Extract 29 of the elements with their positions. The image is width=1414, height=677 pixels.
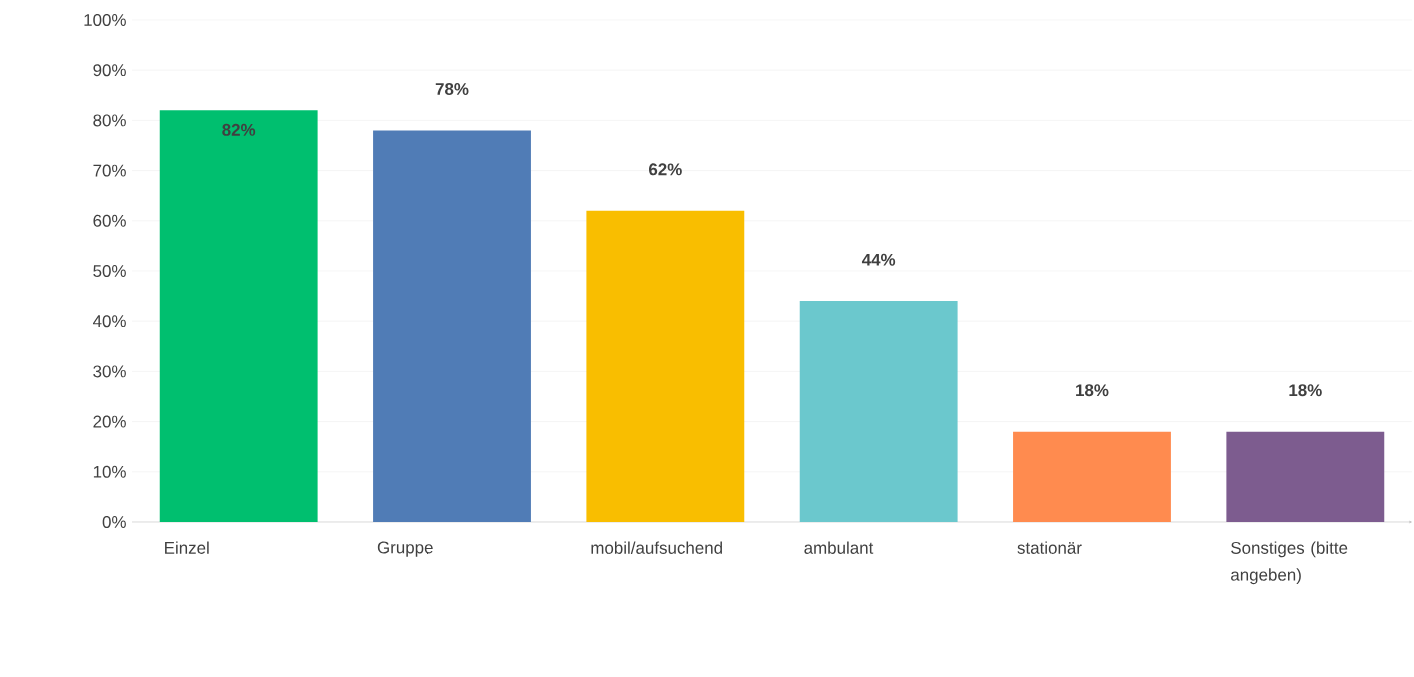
y-tick-label: 70% <box>93 164 126 177</box>
data-label: 18% <box>1289 384 1322 397</box>
y-tick-label: 90% <box>93 64 126 77</box>
y-tick-label: 60% <box>93 214 126 227</box>
y-tick-label: 0% <box>102 515 126 528</box>
y-tick-label: 100% <box>84 13 126 26</box>
x-tick-label: Sonstiges (bitte angeben) <box>1231 541 1348 585</box>
x-tick-label: stationär <box>1017 541 1082 554</box>
bar <box>586 210 745 522</box>
data-label: 62% <box>649 163 682 176</box>
y-tick-label: 50% <box>93 264 126 277</box>
y-tick-label: 10% <box>93 465 126 478</box>
bar <box>1013 431 1171 522</box>
data-label: 18% <box>1076 384 1109 397</box>
x-tick-label: Einzel <box>165 541 209 554</box>
bar <box>799 301 958 522</box>
bar <box>373 130 531 522</box>
data-label: 78% <box>435 83 469 96</box>
x-tick-label: ambulant <box>804 541 874 554</box>
bar <box>1226 431 1385 522</box>
x-tick-label: Gruppe <box>377 541 433 557</box>
y-tick-label: 40% <box>93 315 126 328</box>
x-tick-label: mobil/aufsuchend <box>591 541 722 554</box>
bar <box>159 110 318 522</box>
y-tick-label: 30% <box>93 365 126 378</box>
y-tick-label: 20% <box>93 415 126 428</box>
data-label: 44% <box>861 253 896 266</box>
y-tick-label: 80% <box>93 114 126 127</box>
data-label: 82% <box>222 123 256 136</box>
